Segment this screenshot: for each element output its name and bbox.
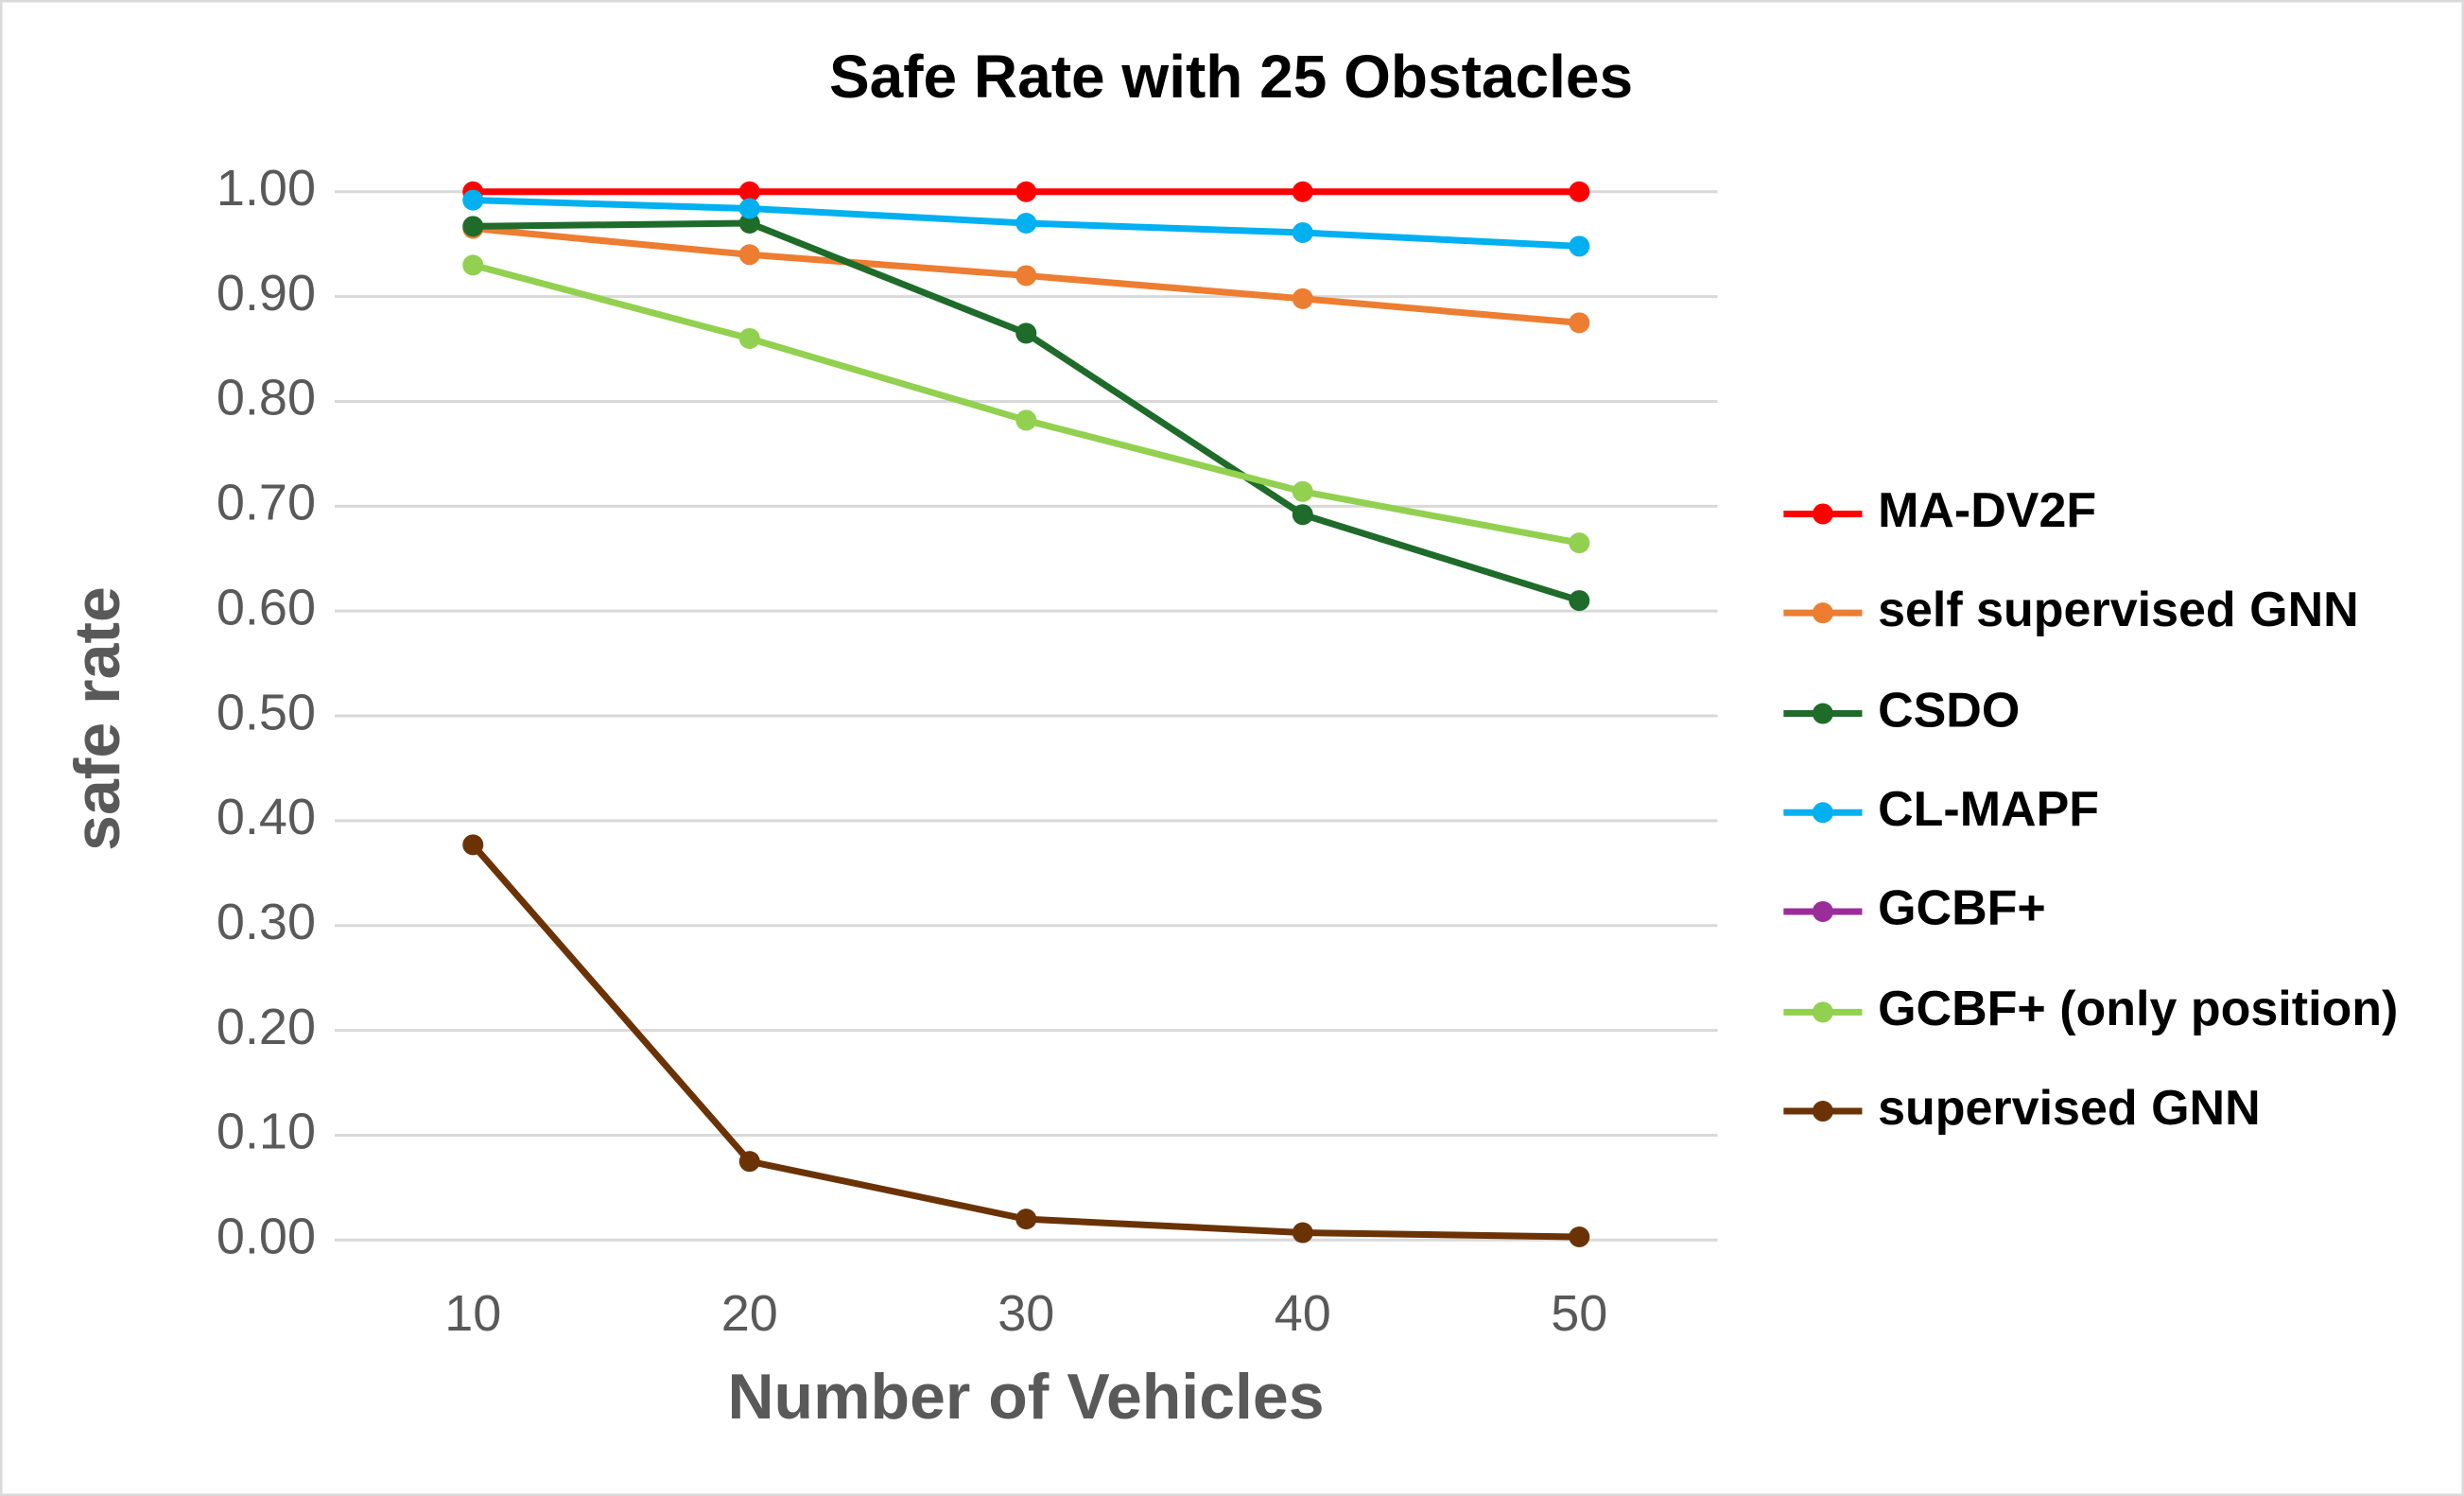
legend-marker	[1812, 1101, 1833, 1122]
x-tick-label: 40	[1275, 1285, 1331, 1342]
legend-marker	[1812, 503, 1833, 525]
data-point	[462, 254, 484, 276]
y-tick-label: 1.00	[217, 160, 316, 217]
legend-label: GCBF+ (only position)	[1878, 982, 2398, 1036]
y-tick-label: 0.90	[217, 265, 316, 322]
data-point	[1569, 1226, 1590, 1247]
y-tick-label: 0.10	[217, 1104, 316, 1160]
legend-label: supervised GNN	[1878, 1081, 2261, 1136]
data-point	[738, 327, 760, 349]
y-tick-label: 0.40	[217, 789, 316, 845]
legend-label: self supervised GNN	[1878, 583, 2359, 637]
x-tick-label: 10	[444, 1285, 501, 1342]
data-point	[1015, 265, 1037, 287]
data-point	[462, 834, 484, 856]
x-tick-label: 50	[1551, 1285, 1607, 1342]
legend-marker	[1812, 602, 1833, 624]
data-point	[1292, 480, 1313, 502]
data-point	[1292, 1222, 1313, 1244]
data-point	[1569, 235, 1590, 257]
data-point	[1292, 181, 1313, 202]
data-point	[738, 213, 760, 235]
y-tick-label: 0.20	[217, 999, 316, 1055]
y-tick-label: 0.30	[217, 894, 316, 950]
data-point	[1292, 287, 1313, 309]
legend-marker	[1812, 900, 1833, 922]
data-point	[1015, 1209, 1037, 1230]
legend-label: GCBF+	[1878, 881, 2046, 936]
y-tick-label: 0.00	[217, 1209, 316, 1265]
data-point	[1292, 504, 1313, 526]
y-tick-label: 0.70	[217, 475, 316, 531]
data-point	[1292, 221, 1313, 243]
data-point	[1015, 213, 1037, 235]
data-point	[462, 189, 484, 211]
legend-label: CL-MAPF	[1878, 782, 2099, 837]
data-point	[1569, 532, 1590, 554]
data-point	[738, 1151, 760, 1173]
x-axis-label: Number of Vehicles	[727, 1361, 1324, 1433]
data-point	[1569, 181, 1590, 202]
y-tick-label: 0.80	[217, 370, 316, 426]
data-point	[738, 244, 760, 266]
data-point	[738, 198, 760, 219]
legend-label: MA-DV2F	[1878, 483, 2096, 538]
data-point	[1569, 590, 1590, 612]
x-tick-label: 30	[998, 1285, 1054, 1342]
x-tick-label: 20	[721, 1285, 778, 1342]
data-point	[1015, 181, 1037, 202]
y-tick-label: 0.60	[217, 579, 316, 635]
data-point	[462, 216, 484, 237]
y-tick-label: 0.50	[217, 684, 316, 740]
data-point	[1015, 409, 1037, 431]
legend-label: CSDO	[1878, 683, 2020, 738]
data-point	[1015, 322, 1037, 344]
legend-marker	[1812, 802, 1833, 824]
y-axis-label: safe rate	[61, 586, 133, 851]
legend-marker	[1812, 703, 1833, 724]
data-point	[738, 181, 760, 202]
data-point	[1569, 312, 1590, 334]
legend-marker	[1812, 1001, 1833, 1023]
chart-title: Safe Rate with 25 Obstacles	[829, 43, 1633, 111]
